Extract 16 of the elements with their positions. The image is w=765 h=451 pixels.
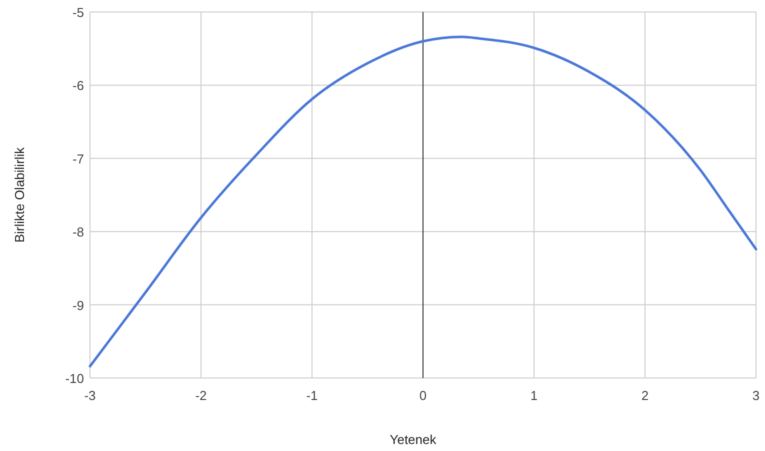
x-tick-label: -2	[195, 388, 207, 403]
x-tick-label: 1	[530, 388, 538, 403]
y-axis-title: Birlikte Olabilirlik	[12, 146, 27, 243]
y-tick-label: -9	[72, 298, 84, 313]
y-tick-label: -8	[72, 224, 84, 240]
line-series	[88, 36, 758, 368]
y-tick-label: -10	[65, 371, 84, 386]
x-tick-label: 2	[641, 388, 649, 403]
x-axis-title: Yetenek	[390, 432, 437, 447]
y-tick-label: -5	[72, 5, 84, 20]
x-tick-label: -3	[84, 388, 96, 403]
y-tick-label: -6	[72, 78, 84, 94]
y-tick-label: -7	[72, 151, 84, 166]
x-tick-label: 3	[752, 388, 760, 403]
x-tick-label: 0	[419, 388, 427, 403]
x-tick-label: -1	[306, 388, 318, 403]
